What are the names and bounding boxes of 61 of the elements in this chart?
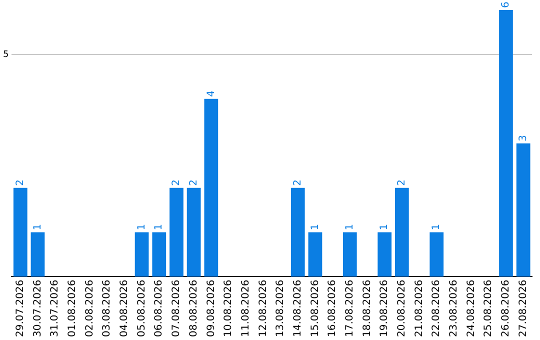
- x-tick-label: 14.08.2026: [292, 280, 304, 338]
- bar: [134, 232, 149, 277]
- x-tick-label: 11.08.2026: [240, 280, 252, 338]
- data-label: 1: [154, 224, 165, 230]
- data-label: 2: [171, 179, 182, 186]
- bar: [152, 232, 166, 277]
- x-tick-label: 06.08.2026: [154, 280, 165, 338]
- x-tick-label: 17.08.2026: [344, 280, 356, 338]
- x-tick-label: 29.07.2026: [14, 280, 26, 338]
- x-tick-label: 12.08.2026: [258, 280, 269, 338]
- bar: [342, 232, 357, 277]
- y-tick-label: 5: [2, 50, 9, 60]
- x-tick-label: 18.08.2026: [362, 280, 373, 338]
- x-tick-label: 15.08.2026: [310, 280, 321, 338]
- x-tick-label: 22.08.2026: [431, 280, 442, 338]
- x-tick-label: 27.08.2026: [518, 280, 529, 338]
- x-tick-label: 02.08.2026: [84, 280, 96, 338]
- x-tick-label: 25.08.2026: [483, 280, 494, 338]
- x-tick-label: 16.08.2026: [327, 280, 338, 338]
- data-label: 1: [344, 224, 356, 230]
- bar: [308, 232, 322, 277]
- data-label: 6: [500, 2, 512, 8]
- data-label: 2: [14, 179, 26, 186]
- bar: [290, 188, 305, 277]
- data-label: 1: [379, 224, 390, 230]
- data-label: 4: [206, 90, 217, 97]
- x-tick-label: 04.08.2026: [119, 280, 130, 338]
- data-label: 3: [518, 134, 529, 142]
- x-tick-label: 07.08.2026: [171, 280, 182, 338]
- x-tick-label: 09.08.2026: [206, 280, 217, 338]
- data-label: 1: [431, 224, 442, 230]
- data-label: 2: [396, 179, 408, 186]
- x-tick-label: 19.08.2026: [379, 280, 390, 338]
- x-tick-label: 30.07.2026: [32, 280, 44, 338]
- bar: [378, 232, 392, 277]
- x-tick-label: 10.08.2026: [223, 280, 234, 338]
- bar: [170, 188, 184, 277]
- bar: [204, 98, 218, 277]
- x-tick-label: 23.08.2026: [448, 280, 460, 338]
- x-tick-label: 01.08.2026: [67, 280, 78, 338]
- x-tick-label: 26.08.2026: [500, 280, 512, 338]
- data-label: 2: [188, 179, 200, 186]
- bar: [430, 232, 444, 277]
- bar: [186, 188, 201, 277]
- bar: [30, 232, 45, 277]
- bar: [516, 143, 530, 277]
- x-tick-label: 08.08.2026: [188, 280, 200, 338]
- x-tick-label: 24.08.2026: [466, 280, 477, 338]
- x-tick-label: 03.08.2026: [102, 280, 113, 338]
- x-tick-label: 05.08.2026: [136, 280, 148, 338]
- bar: [394, 188, 409, 277]
- bar: [13, 188, 28, 277]
- data-label: 1: [310, 224, 321, 230]
- bar: [499, 10, 513, 277]
- data-label: 1: [136, 224, 148, 230]
- data-label: 1: [32, 224, 44, 230]
- x-tick-label: 20.08.2026: [396, 280, 408, 338]
- x-tick-label: 21.08.2026: [414, 280, 425, 338]
- x-tick-label: 31.07.2026: [50, 280, 61, 338]
- x-tick-label: 13.08.2026: [275, 280, 286, 338]
- data-label: 2: [292, 179, 304, 186]
